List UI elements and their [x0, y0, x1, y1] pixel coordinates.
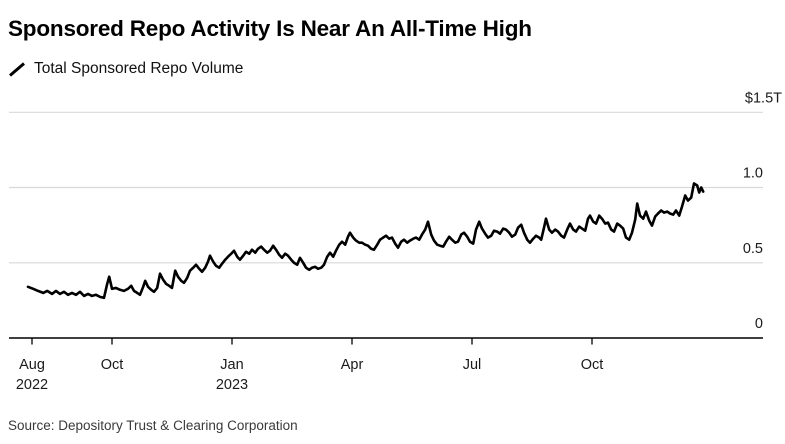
x-axis-tick-label: Aug: [19, 357, 45, 373]
x-axis-year-label: 2023: [216, 377, 248, 393]
x-axis-tick-label: Jan: [220, 357, 243, 373]
y-axis-tick-label: 0.5: [743, 241, 763, 257]
x-axis-tick-label: Oct: [581, 357, 604, 373]
x-axis-tick-label: Apr: [341, 357, 364, 373]
x-axis-year-label: 2022: [16, 377, 48, 393]
legend: Total Sponsored Repo Volume: [8, 60, 243, 78]
x-axis-tick-label: Jul: [463, 357, 482, 373]
source-attribution: Source: Depository Trust & Clearing Corp…: [8, 418, 298, 433]
y-axis-tick-label: $1.5T: [745, 90, 782, 106]
legend-series-label: Total Sponsored Repo Volume: [34, 60, 244, 77]
y-axis-tick-label: 1.0: [743, 166, 763, 182]
y-axis-tick-label: 0: [755, 316, 763, 332]
line-series-swatch-icon: [8, 61, 26, 78]
x-axis-tick-label: Oct: [101, 357, 124, 373]
repo-volume-line-series: [26, 182, 705, 300]
chart-title: Sponsored Repo Activity Is Near An All-T…: [8, 16, 532, 41]
